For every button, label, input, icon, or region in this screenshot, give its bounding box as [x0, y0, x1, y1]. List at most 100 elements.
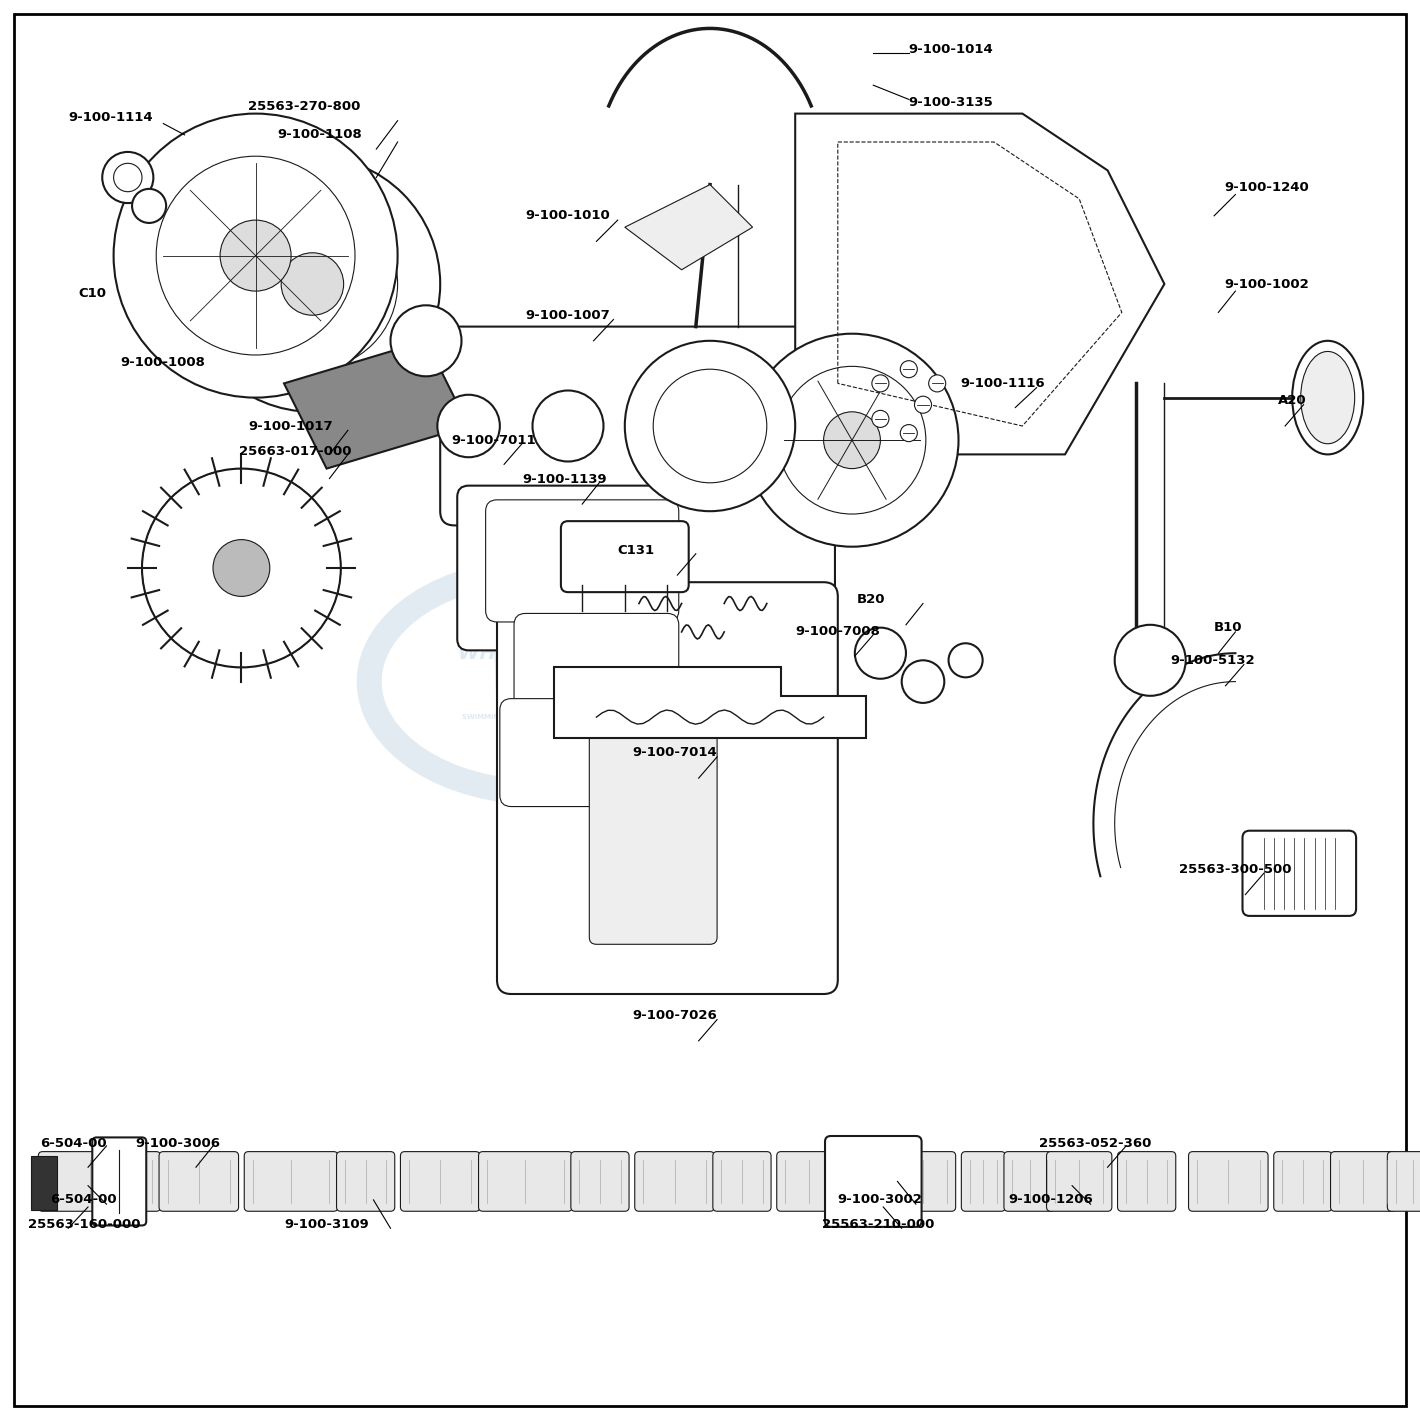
FancyBboxPatch shape: [961, 1152, 1005, 1211]
Text: 9-100-1206: 9-100-1206: [1008, 1193, 1093, 1207]
FancyBboxPatch shape: [1274, 1152, 1332, 1211]
FancyBboxPatch shape: [713, 1152, 771, 1211]
Text: B10: B10: [1214, 621, 1242, 635]
Ellipse shape: [1301, 351, 1355, 443]
FancyBboxPatch shape: [825, 1136, 922, 1227]
FancyBboxPatch shape: [848, 1152, 892, 1211]
Circle shape: [102, 152, 153, 203]
Circle shape: [532, 391, 604, 462]
Text: C10: C10: [78, 287, 106, 301]
Ellipse shape: [1292, 341, 1363, 454]
Circle shape: [872, 375, 889, 392]
Circle shape: [114, 163, 142, 192]
Text: 9-100-1139: 9-100-1139: [523, 473, 608, 487]
Text: 25563-052-360: 25563-052-360: [1039, 1136, 1152, 1150]
Polygon shape: [625, 185, 753, 270]
FancyBboxPatch shape: [38, 1152, 142, 1211]
Circle shape: [185, 156, 440, 412]
Text: 9-100-1008: 9-100-1008: [121, 355, 206, 369]
Text: W: W: [486, 640, 565, 709]
Text: 9-100-1007: 9-100-1007: [525, 308, 611, 322]
Circle shape: [824, 412, 880, 469]
FancyBboxPatch shape: [457, 486, 835, 650]
FancyBboxPatch shape: [159, 1152, 239, 1211]
FancyBboxPatch shape: [479, 1152, 572, 1211]
Text: B20: B20: [856, 592, 885, 606]
Circle shape: [929, 375, 946, 392]
Circle shape: [1115, 625, 1186, 696]
Circle shape: [746, 334, 958, 547]
Text: 9-100-1116: 9-100-1116: [960, 376, 1045, 390]
Circle shape: [778, 366, 926, 514]
Text: 25563-300-500: 25563-300-500: [1179, 862, 1291, 876]
Text: 9-100-3006: 9-100-3006: [135, 1136, 220, 1150]
FancyBboxPatch shape: [102, 1152, 160, 1211]
Text: 6-504-00: 6-504-00: [40, 1136, 106, 1150]
Circle shape: [391, 305, 462, 376]
Text: 9-100-3109: 9-100-3109: [284, 1217, 369, 1231]
FancyBboxPatch shape: [440, 327, 866, 525]
Circle shape: [872, 410, 889, 427]
FancyBboxPatch shape: [1047, 1152, 1112, 1211]
Circle shape: [902, 660, 944, 703]
FancyBboxPatch shape: [486, 500, 679, 622]
FancyBboxPatch shape: [497, 582, 838, 994]
Circle shape: [220, 220, 291, 291]
Text: 25563-210-000: 25563-210-000: [822, 1217, 934, 1231]
FancyBboxPatch shape: [500, 699, 679, 807]
FancyBboxPatch shape: [1331, 1152, 1396, 1211]
Text: 9-100-1002: 9-100-1002: [1224, 277, 1309, 291]
FancyBboxPatch shape: [635, 1152, 714, 1211]
FancyBboxPatch shape: [1189, 1152, 1268, 1211]
Text: A20: A20: [1278, 393, 1306, 408]
FancyBboxPatch shape: [92, 1137, 146, 1225]
Text: 9-100-3002: 9-100-3002: [838, 1193, 923, 1207]
FancyBboxPatch shape: [589, 703, 717, 944]
FancyBboxPatch shape: [337, 1152, 395, 1211]
Circle shape: [281, 253, 344, 315]
Circle shape: [914, 396, 932, 413]
Text: 6-504-00: 6-504-00: [50, 1193, 116, 1207]
Text: 9-100-1017: 9-100-1017: [248, 419, 334, 433]
Polygon shape: [284, 341, 469, 469]
Circle shape: [132, 189, 166, 223]
Text: 25563-160-000: 25563-160-000: [28, 1217, 141, 1231]
Circle shape: [949, 643, 983, 677]
FancyBboxPatch shape: [777, 1152, 842, 1211]
Text: 9-100-7026: 9-100-7026: [632, 1008, 717, 1022]
Circle shape: [855, 628, 906, 679]
Text: 25563-270-800: 25563-270-800: [248, 99, 361, 114]
Text: C131: C131: [618, 544, 655, 558]
Circle shape: [213, 540, 270, 596]
Text: 9-100-1010: 9-100-1010: [525, 209, 611, 223]
Circle shape: [437, 395, 500, 457]
Circle shape: [142, 469, 341, 667]
Bar: [31, 1156, 57, 1210]
FancyBboxPatch shape: [400, 1152, 480, 1211]
FancyBboxPatch shape: [1242, 831, 1356, 916]
Circle shape: [227, 199, 398, 369]
Text: 9-100-5132: 9-100-5132: [1170, 653, 1255, 667]
Text: SWIMMING, SPA & FITNESS EQUIPMENT: SWIMMING, SPA & FITNESS EQUIPMENT: [462, 714, 618, 720]
Text: 9-100-7011: 9-100-7011: [452, 433, 537, 447]
Text: 9-100-7008: 9-100-7008: [795, 625, 880, 639]
FancyBboxPatch shape: [571, 1152, 629, 1211]
Circle shape: [900, 425, 917, 442]
FancyBboxPatch shape: [514, 613, 679, 721]
FancyBboxPatch shape: [1387, 1152, 1420, 1211]
Text: 9-100-7014: 9-100-7014: [632, 746, 717, 760]
Text: 9-100-1114: 9-100-1114: [68, 111, 153, 125]
Circle shape: [900, 361, 917, 378]
FancyBboxPatch shape: [1118, 1152, 1176, 1211]
Circle shape: [114, 114, 398, 398]
Circle shape: [653, 369, 767, 483]
FancyBboxPatch shape: [561, 521, 689, 592]
Polygon shape: [554, 667, 866, 738]
Circle shape: [156, 156, 355, 355]
Text: 9-100-1108: 9-100-1108: [277, 128, 362, 142]
Text: 9-100-3135: 9-100-3135: [909, 95, 994, 109]
Circle shape: [625, 341, 795, 511]
Text: WHOLE SMART: WHOLE SMART: [459, 643, 621, 663]
Text: 9-100-1240: 9-100-1240: [1224, 180, 1309, 195]
Polygon shape: [795, 114, 1164, 454]
